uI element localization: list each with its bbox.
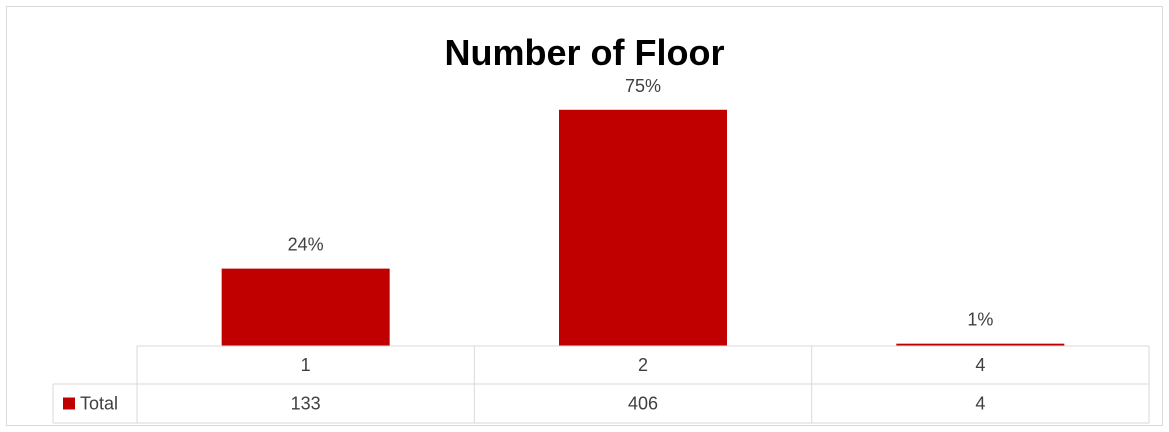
legend-key	[63, 397, 75, 410]
category-label: 4	[975, 355, 985, 375]
series-name: Total	[80, 394, 118, 414]
category-label: 1	[301, 355, 311, 375]
data-label: 24%	[288, 235, 324, 255]
bar	[221, 268, 390, 346]
chart-title: Number of Floor	[444, 32, 725, 73]
bar	[896, 343, 1065, 346]
chart-frame	[6, 6, 1163, 426]
data-label: 75%	[625, 76, 661, 96]
table-value: 406	[628, 394, 658, 414]
category-label: 2	[638, 355, 648, 375]
table-value: 133	[291, 394, 321, 414]
table-value: 4	[975, 394, 985, 414]
bar	[559, 109, 727, 346]
data-label: 1%	[967, 310, 993, 330]
